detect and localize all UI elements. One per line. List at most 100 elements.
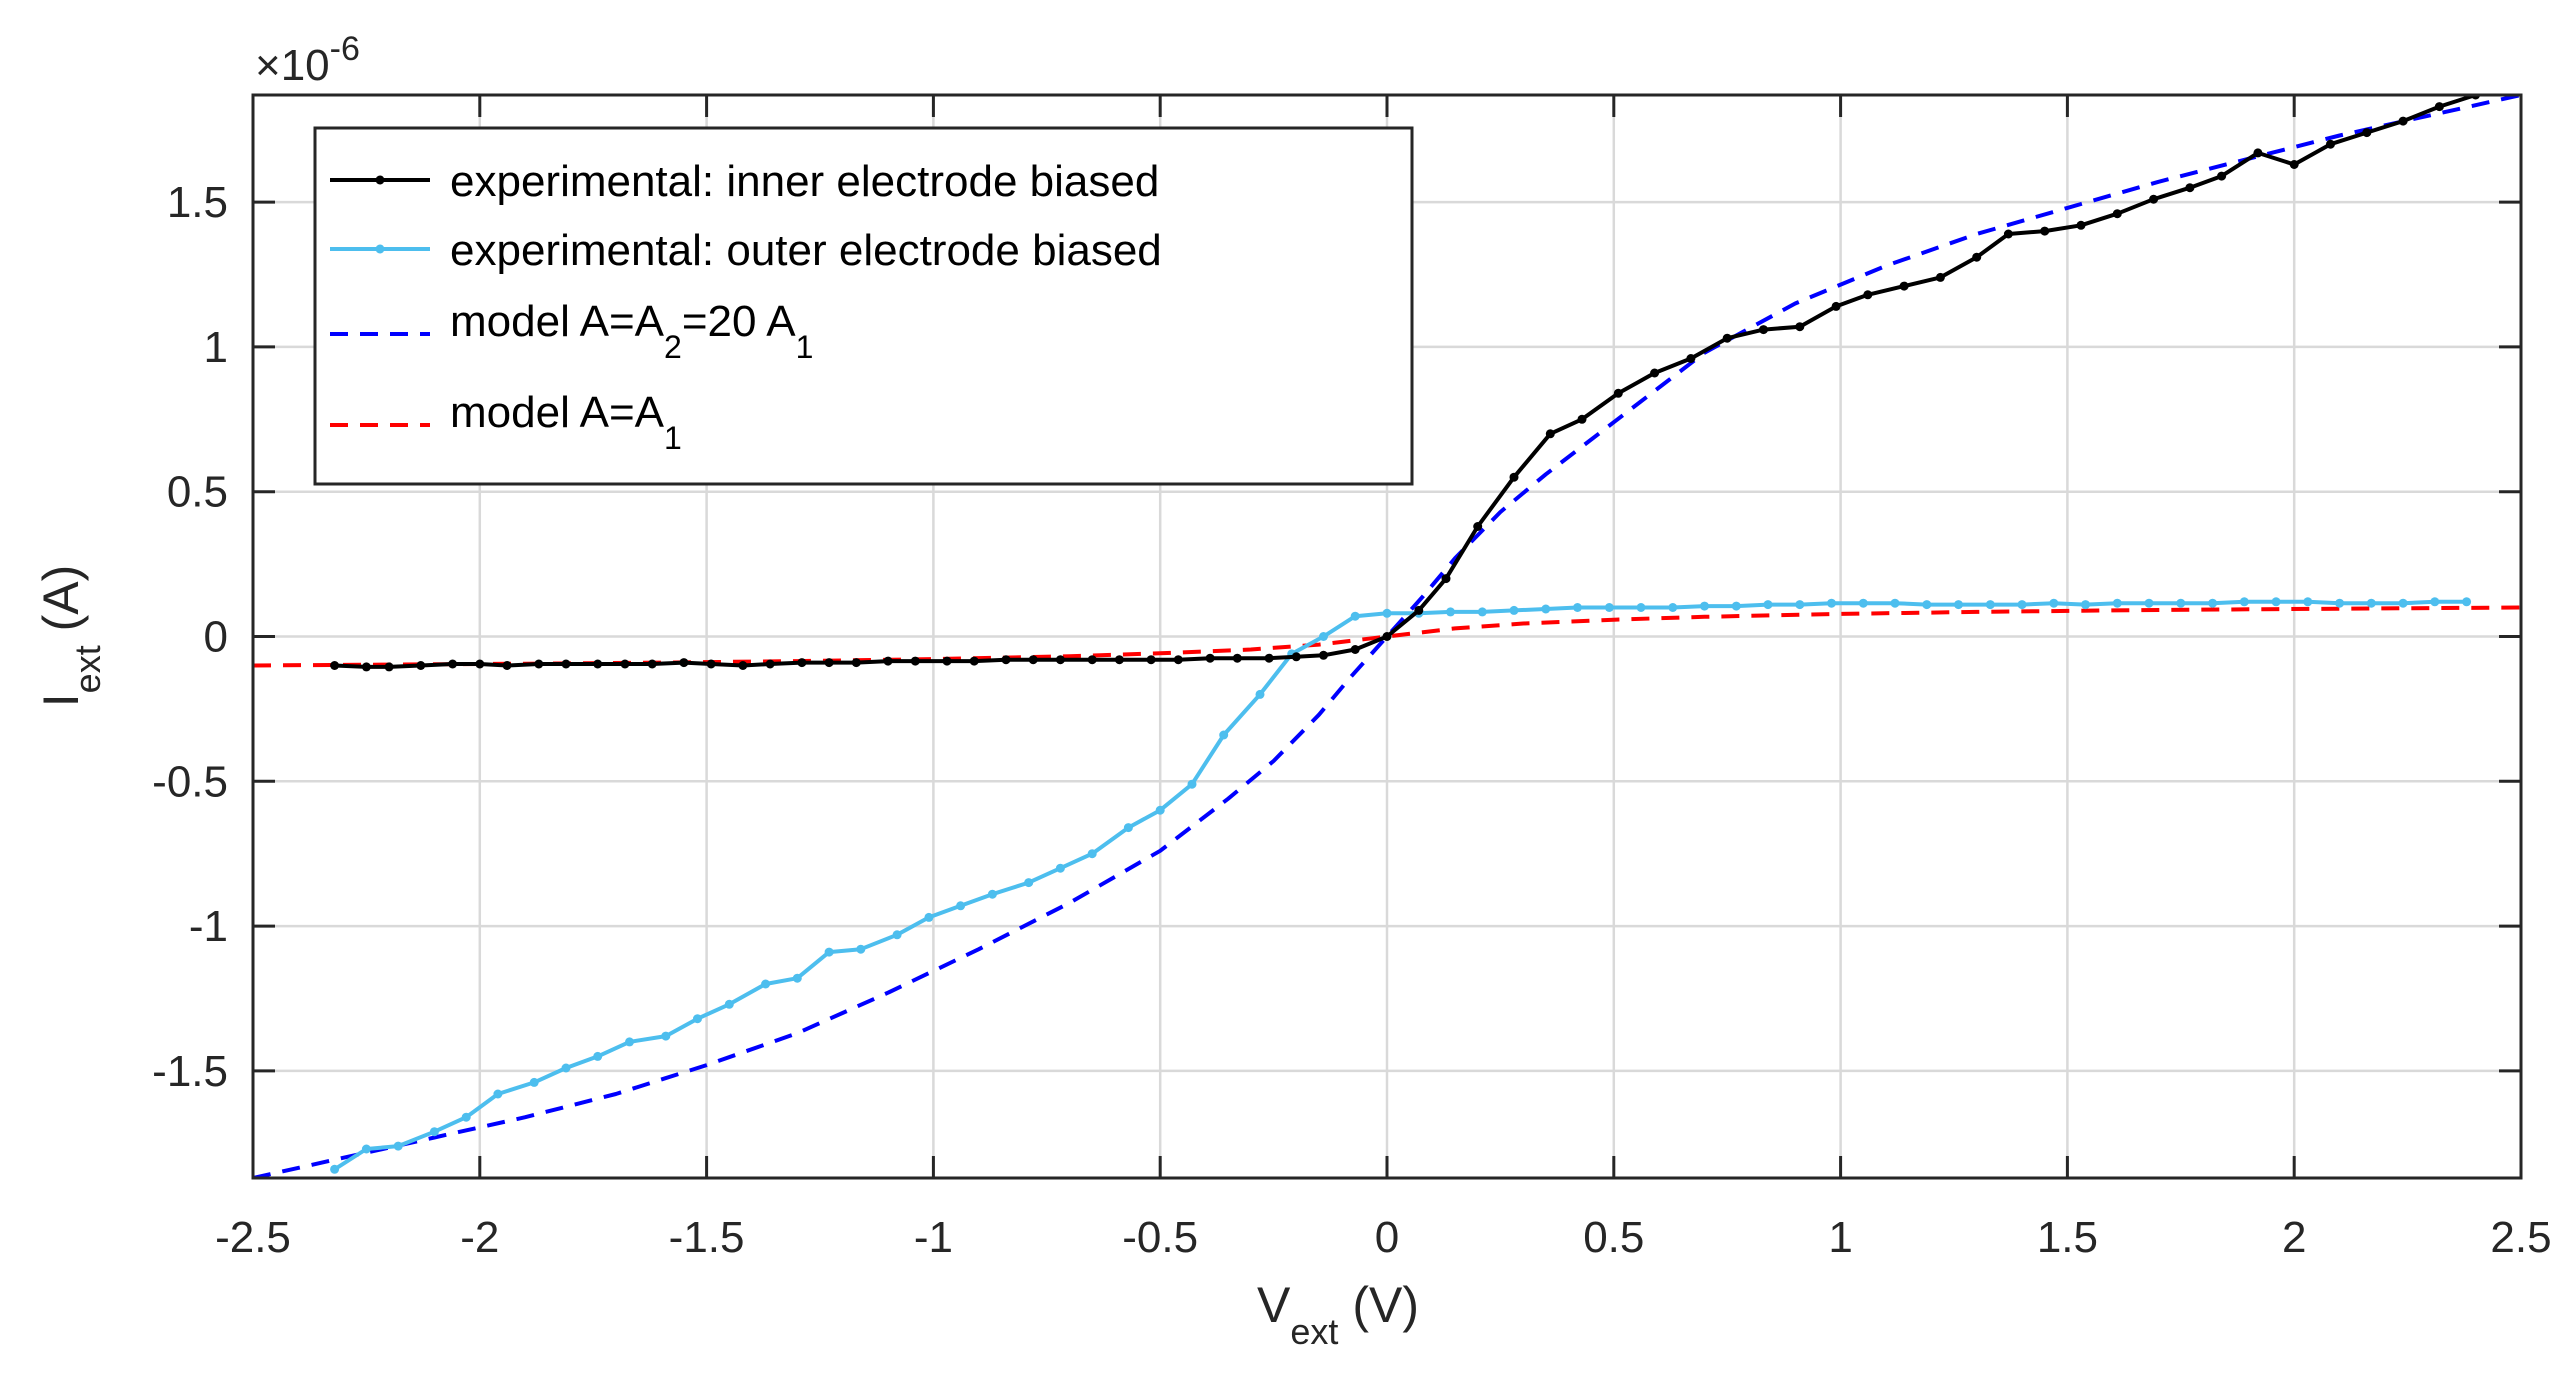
x-tick-label: 0	[1375, 1213, 1399, 1262]
data-point	[2149, 194, 2159, 204]
legend-marker-outer	[375, 244, 385, 254]
data-point	[361, 662, 371, 672]
y-tick-label: -1.5	[152, 1047, 228, 1096]
data-point	[448, 659, 458, 669]
data-point	[1922, 600, 1932, 610]
data-point	[361, 1144, 371, 1154]
x-tick-label: 1.5	[2037, 1213, 2098, 1262]
data-point	[2462, 597, 2472, 607]
data-point	[1414, 605, 1424, 615]
data-point	[824, 947, 834, 957]
data-point	[1219, 730, 1229, 740]
data-point	[1858, 598, 1868, 608]
data-point	[625, 1037, 634, 1047]
data-point	[2362, 128, 2372, 138]
data-point	[2003, 229, 2013, 239]
data-point	[561, 1063, 571, 1073]
data-point	[792, 973, 802, 983]
data-point	[969, 656, 979, 666]
data-point	[429, 1127, 439, 1137]
data-point	[1636, 603, 1646, 612]
data-point	[1577, 414, 1587, 424]
data-point	[561, 659, 571, 669]
data-point	[1831, 301, 1841, 311]
data-point	[797, 658, 807, 668]
data-point	[1700, 601, 1709, 611]
data-point	[1205, 653, 1215, 663]
data-point	[1545, 429, 1555, 439]
legend-label-inner: experimental: inner electrode biased	[450, 157, 1159, 206]
data-point	[1899, 281, 1909, 291]
data-point	[620, 659, 630, 669]
data-point	[461, 1112, 471, 1122]
data-point	[593, 1051, 603, 1061]
data-point	[1319, 632, 1328, 641]
data-point	[1954, 600, 1963, 610]
data-point	[1473, 522, 1483, 531]
data-point	[1650, 368, 1660, 378]
data-point	[942, 656, 952, 666]
data-point	[2239, 597, 2249, 607]
data-point	[330, 661, 340, 670]
data-point	[1382, 608, 1392, 618]
data-point	[2076, 220, 2086, 230]
data-point	[1055, 655, 1065, 665]
y-tick-label: -0.5	[152, 757, 228, 806]
x-tick-label: -1	[914, 1213, 953, 1262]
data-point	[1985, 600, 1995, 610]
data-point	[502, 661, 512, 670]
data-point	[1255, 689, 1265, 699]
data-point	[765, 659, 775, 669]
data-point	[1087, 655, 1097, 665]
data-point	[1146, 655, 1156, 665]
data-point	[1509, 472, 1519, 482]
data-point	[661, 1031, 671, 1041]
data-point	[956, 901, 966, 911]
data-point	[1446, 607, 1455, 617]
series-line-2	[253, 95, 2521, 1178]
data-point	[493, 1089, 503, 1099]
data-point	[1264, 653, 1274, 663]
data-point	[2208, 598, 2218, 608]
data-point	[1731, 601, 1741, 611]
data-point	[1763, 600, 1773, 610]
data-point	[1441, 574, 1451, 584]
data-point	[2185, 183, 2195, 193]
data-point	[2326, 139, 2335, 149]
data-point	[1890, 598, 1900, 608]
data-point	[924, 912, 934, 922]
data-point	[393, 1141, 403, 1151]
data-point	[2081, 600, 2090, 610]
data-point	[534, 659, 544, 669]
data-point	[2289, 160, 2299, 169]
data-point	[892, 930, 902, 940]
legend-label-outer: experimental: outer electrode biased	[450, 226, 1162, 275]
data-point	[2017, 600, 2027, 610]
data-point	[1795, 600, 1805, 610]
data-point	[987, 889, 997, 899]
y-tick-label: 1	[204, 323, 228, 372]
data-point	[910, 656, 920, 666]
legend: experimental: inner electrode biased exp…	[313, 126, 1414, 486]
x-tick-label: -2	[460, 1213, 499, 1262]
data-point	[2049, 598, 2059, 608]
legend-label-model-a1: model A=A1	[450, 388, 682, 456]
data-point	[2112, 598, 2122, 608]
data-point	[1972, 252, 1982, 262]
data-point	[1087, 849, 1097, 859]
x-tick-label: 2.5	[2490, 1213, 2551, 1262]
data-point	[475, 659, 485, 669]
data-point	[824, 658, 834, 668]
x-tick-label: -1.5	[669, 1213, 745, 1262]
data-point	[2398, 598, 2408, 608]
data-point	[1319, 650, 1328, 660]
data-point	[2040, 226, 2050, 236]
data-point	[1350, 645, 1360, 654]
y-tick-label: -1	[189, 902, 228, 951]
data-point	[2271, 597, 2281, 607]
data-point	[1863, 290, 1873, 300]
data-point	[2335, 598, 2345, 608]
data-point	[1187, 779, 1197, 789]
y-tick-label: 1.5	[167, 178, 228, 227]
data-point	[1541, 604, 1551, 614]
